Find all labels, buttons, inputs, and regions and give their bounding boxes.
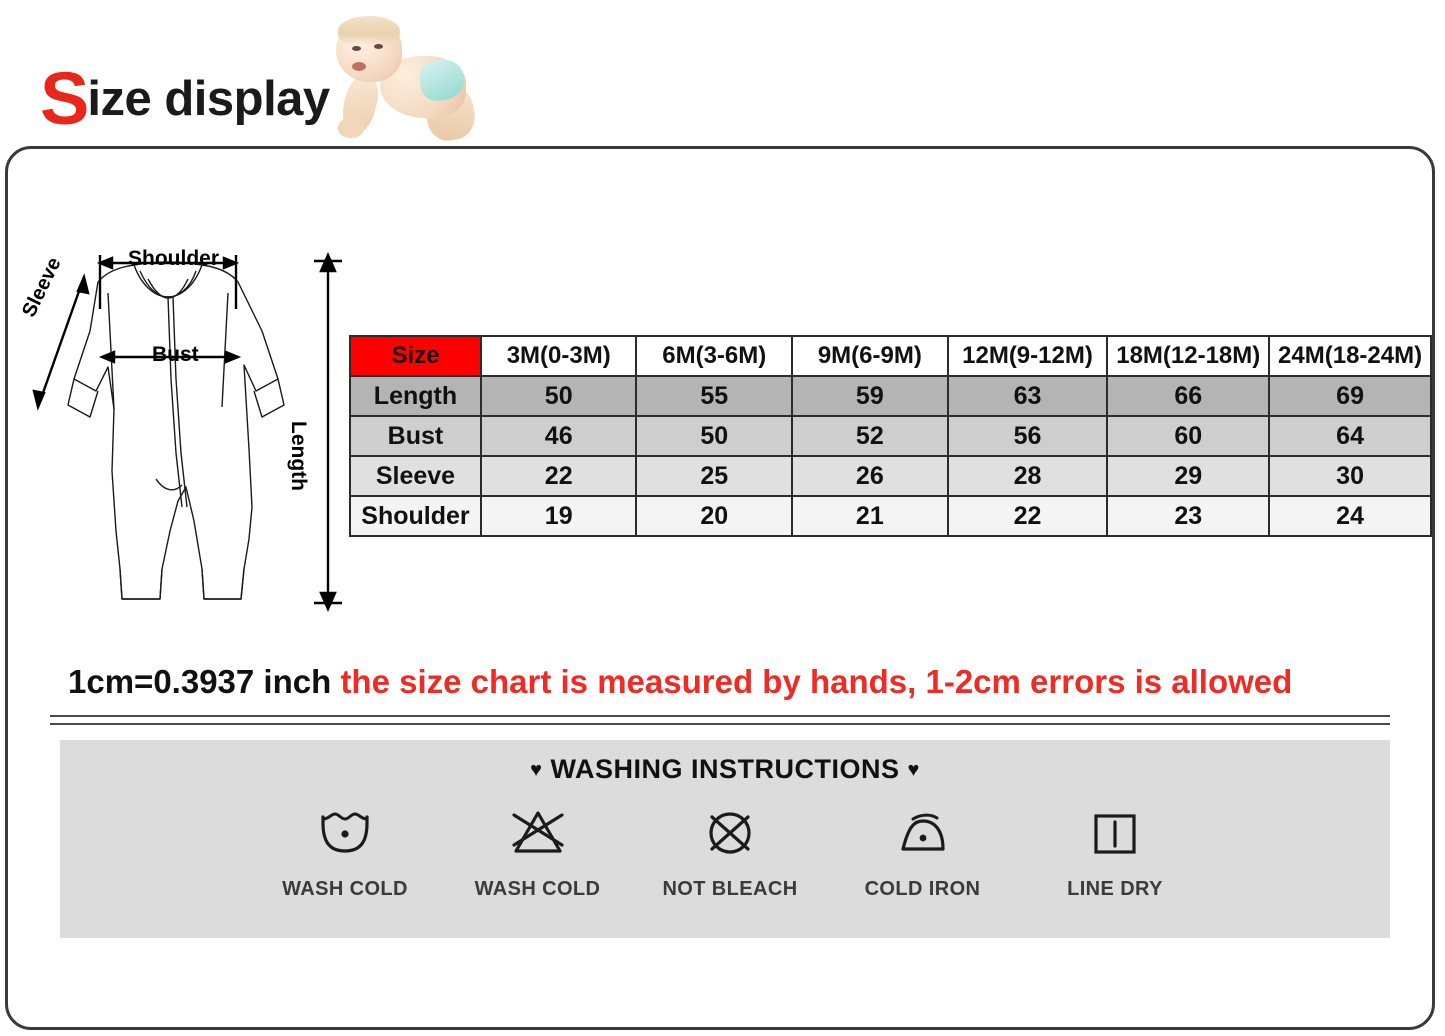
cell-shoulder-3m: 19: [479, 495, 638, 537]
cell-sleeve-18m: 29: [1106, 455, 1271, 497]
page-title: Size display: [40, 62, 330, 136]
dimension-label-length: Length: [287, 421, 310, 491]
measurement-warning-text: the size chart is measured by hands, 1-2…: [340, 663, 1293, 700]
care-label-wash-cold: WASH COLD: [282, 878, 408, 900]
romper-outline-icon: [32, 255, 285, 600]
row-label-length: Length: [349, 375, 482, 417]
table-row: Bust 46 50 52 56 60 64: [349, 415, 1432, 457]
cm-conversion-text: 1cm=0.3937 inch: [68, 663, 332, 700]
line-dry-square-icon: [1094, 814, 1136, 854]
dimension-label-shoulder: Shoulder: [128, 247, 220, 270]
cell-length-18m: 66: [1106, 375, 1271, 417]
dimension-label-bust: Bust: [152, 343, 199, 366]
table-col-9m: 9M(6-9M): [791, 335, 949, 377]
care-item-line-dry: LINE DRY: [1020, 802, 1210, 901]
cell-sleeve-3m: 22: [479, 455, 638, 497]
table-row: Shoulder 19 20 21 22 23 24: [349, 495, 1432, 537]
care-symbol-row: WASH COLD WASH COLD NOT BLEACH: [250, 802, 1210, 901]
row-label-shoulder: Shoulder: [349, 495, 482, 537]
dimension-arrow-length: [314, 252, 342, 612]
care-label-wash-cold-2: WASH COLD: [474, 878, 601, 900]
cell-sleeve-12m: 28: [946, 455, 1109, 497]
section-divider: [50, 715, 1390, 725]
cell-length-24m: 69: [1268, 375, 1432, 417]
care-label-not-bleach: NOT BLEACH: [662, 878, 798, 900]
heart-icon-left: ♥: [530, 759, 543, 781]
table-header-row: Size 3M(0-3M) 6M(3-6M) 9M(6-9M) 12M(9-12…: [349, 335, 1432, 377]
cell-length-12m: 63: [946, 375, 1109, 417]
care-label-line-dry: LINE DRY: [1067, 878, 1163, 900]
page-title-rest: ize display: [87, 72, 330, 126]
table-corner-size: Size: [349, 335, 482, 377]
cell-length-6m: 55: [635, 375, 794, 417]
cell-bust-12m: 56: [946, 415, 1109, 457]
row-label-bust: Bust: [349, 415, 482, 457]
wash-tub-one-dot-icon: [321, 812, 369, 853]
table-col-24m: 24M(18-24M): [1268, 335, 1432, 377]
cell-bust-3m: 46: [479, 415, 638, 457]
care-item-wash-cold: WASH COLD: [250, 802, 440, 901]
cell-sleeve-6m: 25: [635, 455, 794, 497]
cell-shoulder-9m: 21: [791, 495, 949, 537]
cell-shoulder-6m: 20: [635, 495, 794, 537]
cell-length-3m: 50: [479, 375, 638, 417]
baby-photo: [308, 14, 488, 142]
no-tumble-dry-circle-icon: [709, 812, 751, 854]
row-label-sleeve: Sleeve: [349, 455, 482, 497]
table-row: Length 50 55 59 63 66 69: [349, 375, 1432, 417]
table-col-12m: 12M(9-12M): [946, 335, 1109, 377]
cell-sleeve-9m: 26: [791, 455, 949, 497]
cell-bust-24m: 64: [1268, 415, 1432, 457]
garment-diagram: Shoulder Bust Sleeve: [16, 239, 346, 629]
cell-sleeve-24m: 30: [1268, 455, 1432, 497]
table-col-6m: 6M(3-6M): [635, 335, 794, 377]
cell-length-9m: 59: [791, 375, 949, 417]
table-col-18m: 18M(12-18M): [1106, 335, 1271, 377]
washing-instructions-panel: ♥ WASHING INSTRUCTIONS ♥ WASH COLD W: [60, 740, 1390, 938]
care-item-no-bleach-triangle: WASH COLD: [443, 802, 633, 901]
washing-title-text: WASHING INSTRUCTIONS: [550, 754, 900, 784]
heart-icon-right: ♥: [907, 759, 920, 781]
measurement-note: 1cm=0.3937 inch the size chart is measur…: [68, 663, 1292, 701]
cell-bust-9m: 52: [791, 415, 949, 457]
table-row: Sleeve 22 25 26 28 29 30: [349, 455, 1432, 497]
cell-shoulder-12m: 22: [946, 495, 1109, 537]
table-col-3m: 3M(0-3M): [479, 335, 638, 377]
page-header: Size display: [40, 16, 479, 142]
page-title-initial: S: [40, 57, 89, 140]
size-chart-table: Size 3M(0-3M) 6M(3-6M) 9M(6-9M) 12M(9-12…: [349, 335, 1432, 537]
cell-shoulder-24m: 24: [1268, 495, 1432, 537]
cell-bust-6m: 50: [635, 415, 794, 457]
care-label-cold-iron: COLD IRON: [864, 878, 981, 900]
care-item-not-bleach: NOT BLEACH: [635, 802, 825, 901]
content-frame: Shoulder Bust Sleeve Length Size 3M(0-3M…: [5, 146, 1435, 1030]
iron-one-dot-icon: [900, 813, 945, 851]
no-bleach-triangle-icon: [511, 811, 564, 853]
care-item-cold-iron: COLD IRON: [828, 802, 1018, 901]
cell-bust-18m: 60: [1106, 415, 1271, 457]
cell-shoulder-18m: 23: [1106, 495, 1271, 537]
washing-instructions-title: ♥ WASHING INSTRUCTIONS ♥: [60, 754, 1390, 785]
